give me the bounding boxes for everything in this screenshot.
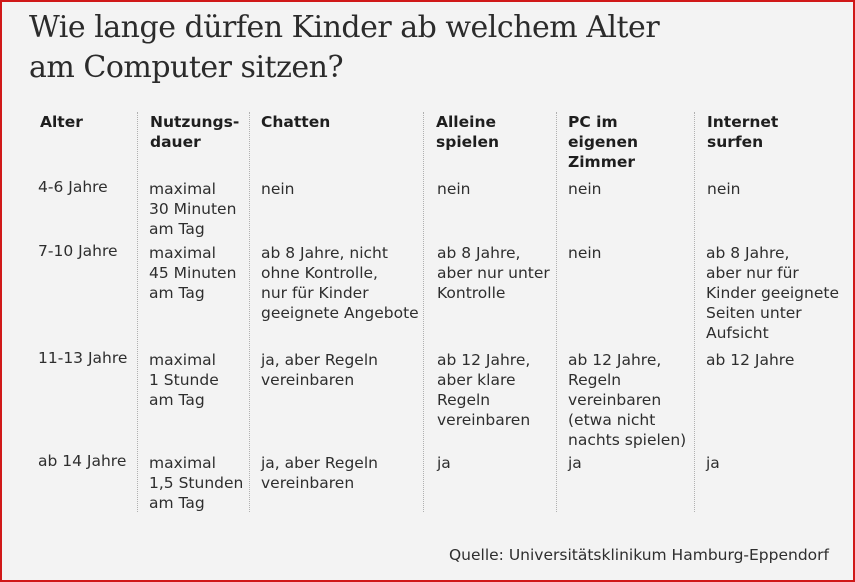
table-cell: nein — [568, 244, 602, 262]
table-cell: ja, aber Regeln vereinbaren — [261, 454, 378, 492]
title-line-1: Wie lange dürfen Kinder ab welchem Alter — [29, 10, 660, 45]
table-cell: 7-10 Jahre — [38, 242, 118, 260]
column-separator — [694, 112, 695, 512]
table-cell: ja, aber Regeln vereinbaren — [261, 351, 378, 389]
table-cell: ab 12 Jahre, Regeln vereinbaren (etwa ni… — [568, 351, 687, 449]
table-cell: ab 12 Jahre — [706, 351, 795, 369]
header-pc-im-zimmer: PC im eigenen Zimmer — [568, 113, 639, 171]
header-chatten: Chatten — [261, 113, 331, 131]
title-line-2: am Computer sitzen? — [29, 50, 344, 85]
page-title: Wie lange dürfen Kinder ab welchem Alter… — [29, 8, 660, 88]
table-cell: maximal 30 Minuten am Tag — [149, 180, 237, 238]
table-cell: 4-6 Jahre — [38, 178, 108, 196]
table-cell: nein — [707, 180, 741, 198]
table-cell: ab 8 Jahre, nicht ohne Kontrolle, nur fü… — [261, 244, 419, 322]
column-separator — [249, 112, 250, 512]
table-cell: nein — [261, 180, 295, 198]
table-cell: maximal 1 Stunde am Tag — [149, 351, 219, 409]
table-cell: nein — [568, 180, 602, 198]
column-separator — [423, 112, 424, 512]
header-internet-surfen: Internet surfen — [707, 113, 779, 151]
source-note: Quelle: Universitätsklinikum Hamburg-Epp… — [448, 546, 829, 564]
header-alter: Alter — [40, 113, 83, 131]
header-nutzungsdauer: Nutzungs- dauer — [150, 113, 240, 151]
table-cell: ja — [706, 454, 720, 472]
table-cell: maximal 45 Minuten am Tag — [149, 244, 237, 302]
table-cell: ab 14 Jahre — [38, 452, 127, 470]
table-cell: ab 12 Jahre, aber klare Regeln vereinbar… — [437, 351, 531, 429]
table-cell: ab 8 Jahre, aber nur für Kinder geeignet… — [706, 244, 839, 342]
column-separator — [556, 112, 557, 512]
header-alleine-spielen: Alleine spielen — [436, 113, 500, 151]
table-cell: ja — [568, 454, 582, 472]
table-cell: nein — [437, 180, 471, 198]
table-cell: 11-13 Jahre — [38, 349, 128, 367]
column-separator — [137, 112, 138, 512]
table-cell: ab 8 Jahre, aber nur unter Kontrolle — [437, 244, 550, 302]
table-cell: ja — [437, 454, 451, 472]
table-cell: maximal 1,5 Stunden am Tag — [149, 454, 244, 512]
